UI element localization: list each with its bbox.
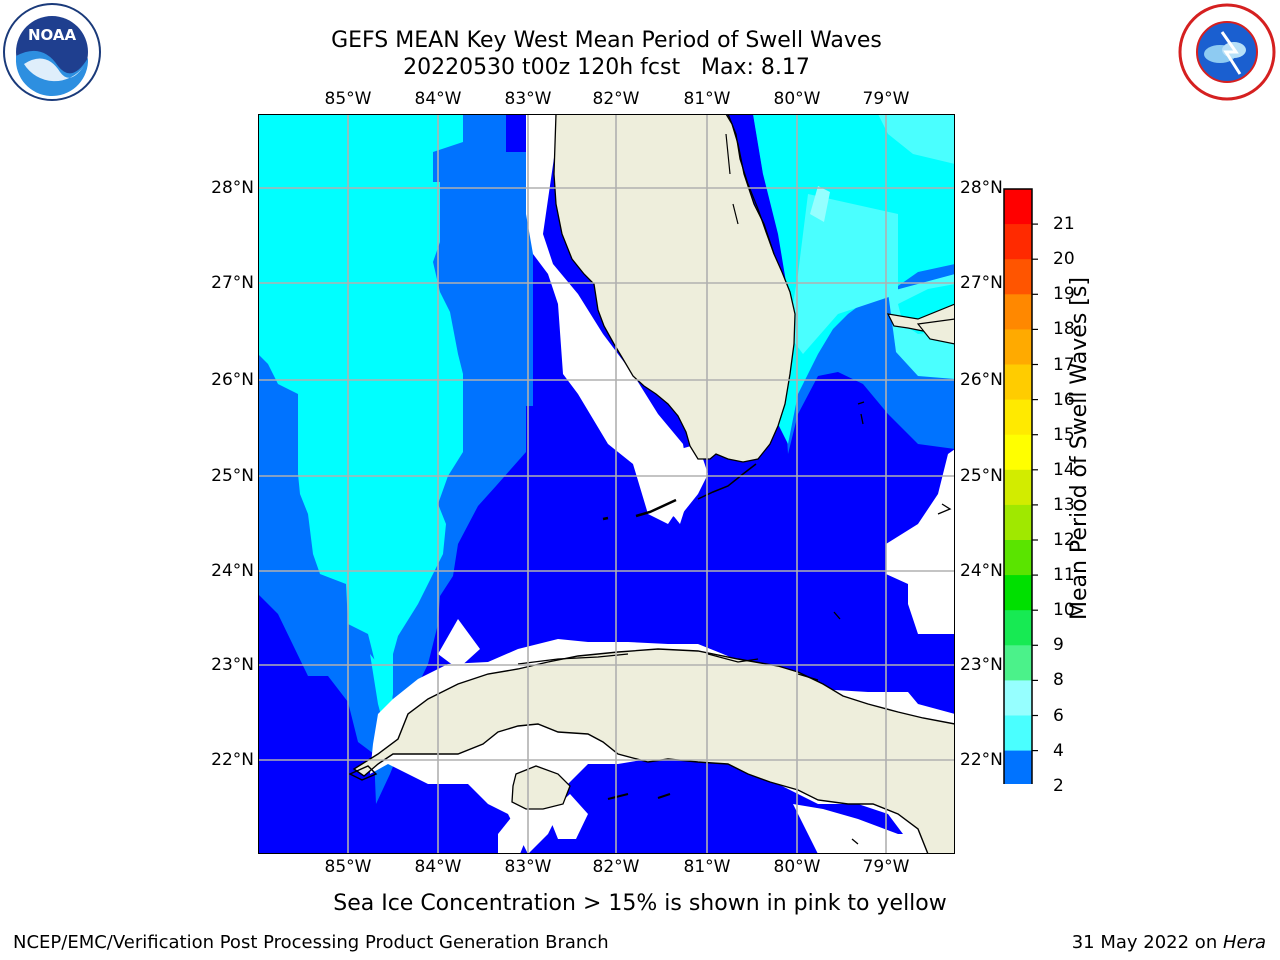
colorbar-segment bbox=[1004, 715, 1032, 752]
colorbar-segment bbox=[1004, 189, 1032, 225]
lat-label-right: 25°N bbox=[960, 466, 1003, 486]
lat-label-right: 24°N bbox=[960, 561, 1003, 581]
colorbar-tick-label: 20 bbox=[1053, 249, 1075, 270]
colorbar-tick-label: 16 bbox=[1053, 389, 1075, 410]
lon-label-bottom: 85°W bbox=[324, 857, 372, 877]
colorbar-segment bbox=[1004, 750, 1032, 784]
lon-label-bottom: 82°W bbox=[592, 857, 640, 877]
lon-label-top: 79°W bbox=[862, 89, 910, 109]
chart-subtitle-forecast: 20220530 t00z 120h fcst Max: 8.17 bbox=[403, 55, 810, 80]
colorbar-tick-label: 11 bbox=[1053, 565, 1075, 586]
map-gridlines bbox=[258, 114, 955, 854]
colorbar-tick-label: 4 bbox=[1053, 740, 1064, 761]
colorbar-tick-label: 9 bbox=[1053, 635, 1064, 656]
lat-label-left: 25°N bbox=[211, 466, 254, 486]
colorbar-segment bbox=[1004, 259, 1032, 295]
lon-label-bottom: 79°W bbox=[862, 857, 910, 877]
lat-label-right: 22°N bbox=[960, 750, 1003, 770]
footer-branch: NCEP/EMC/Verification Post Processing Pr… bbox=[13, 932, 609, 953]
colorbar-segment bbox=[1004, 610, 1032, 646]
lon-label-top: 85°W bbox=[324, 89, 372, 109]
colorbar bbox=[1003, 188, 1038, 784]
chart-title: GEFS MEAN Key West Mean Period of Swell … bbox=[331, 28, 882, 53]
isle-of-youth bbox=[511, 765, 571, 810]
colorbar-tick-label: 10 bbox=[1053, 600, 1075, 621]
lat-label-left: 22°N bbox=[211, 750, 254, 770]
colorbar-tick-label: 2 bbox=[1053, 775, 1064, 796]
colorbar-segment bbox=[1004, 504, 1032, 541]
lat-label-right: 28°N bbox=[960, 178, 1003, 198]
lon-label-top: 82°W bbox=[592, 89, 640, 109]
colorbar-tick-label: 19 bbox=[1053, 284, 1075, 305]
lat-label-right: 23°N bbox=[960, 655, 1003, 675]
nws-logo bbox=[1178, 3, 1276, 101]
colorbar-tick-label: 8 bbox=[1053, 670, 1064, 691]
lat-label-left: 24°N bbox=[211, 561, 254, 581]
lat-label-left: 26°N bbox=[211, 370, 254, 390]
footer-date: 31 May 2022 on Hera bbox=[1072, 932, 1266, 954]
colorbar-tick-label: 15 bbox=[1053, 424, 1075, 445]
lon-label-top: 80°W bbox=[773, 89, 821, 109]
colorbar-segment bbox=[1004, 329, 1032, 365]
colorbar-tick-label: 21 bbox=[1053, 214, 1075, 235]
lon-label-top: 83°W bbox=[504, 89, 552, 109]
map-panel bbox=[258, 114, 955, 854]
colorbar-segment bbox=[1004, 364, 1032, 401]
colorbar-tick-label: 17 bbox=[1053, 354, 1075, 375]
lon-label-top: 84°W bbox=[414, 89, 462, 109]
lat-label-right: 26°N bbox=[960, 370, 1003, 390]
colorbar-segment bbox=[1004, 399, 1032, 436]
lon-label-bottom: 80°W bbox=[773, 857, 821, 877]
lon-label-bottom: 84°W bbox=[414, 857, 462, 877]
colorbar-tick-label: 14 bbox=[1053, 459, 1075, 480]
colorbar-segment bbox=[1004, 469, 1032, 506]
noaa-logo: NOAA bbox=[3, 3, 101, 101]
lat-label-left: 28°N bbox=[211, 178, 254, 198]
colorbar-tick-label: 18 bbox=[1053, 319, 1075, 340]
footer-host: Hera bbox=[1222, 932, 1266, 953]
colorbar-frame bbox=[1003, 188, 1033, 784]
cuba-land bbox=[352, 648, 955, 854]
sea-ice-note: Sea Ice Concentration > 15% is shown in … bbox=[333, 891, 947, 916]
lon-label-top: 81°W bbox=[683, 89, 731, 109]
footer-date-text: 31 May 2022 on bbox=[1071, 932, 1223, 953]
lon-label-bottom: 81°W bbox=[683, 857, 731, 877]
colorbar-tick-label: 13 bbox=[1053, 494, 1075, 515]
colorbar-segment bbox=[1004, 294, 1032, 330]
noaa-logo-text: NOAA bbox=[28, 26, 77, 44]
colorbar-tick-label: 6 bbox=[1053, 705, 1064, 726]
colorbar-segment bbox=[1004, 224, 1032, 260]
colorbar-segment bbox=[1004, 680, 1032, 716]
lat-label-left: 23°N bbox=[211, 655, 254, 675]
lon-label-bottom: 83°W bbox=[504, 857, 552, 877]
swell-high-field bbox=[258, 114, 463, 754]
colorbar-tick-label: 12 bbox=[1053, 530, 1075, 550]
colorbar-segment bbox=[1004, 645, 1032, 681]
lat-label-left: 27°N bbox=[211, 273, 254, 293]
colorbar-segment bbox=[1004, 434, 1032, 471]
colorbar-segment bbox=[1004, 575, 1032, 611]
lat-label-right: 27°N bbox=[960, 273, 1003, 293]
colorbar-segment bbox=[1004, 540, 1032, 576]
